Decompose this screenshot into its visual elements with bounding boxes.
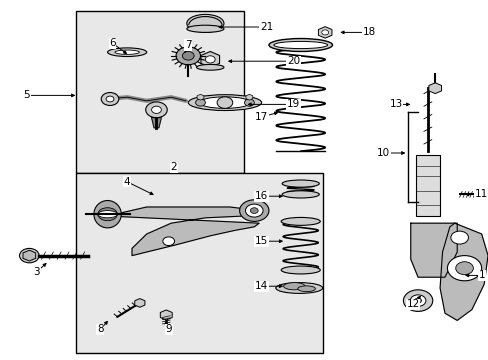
Text: 16: 16 — [254, 191, 268, 201]
Polygon shape — [201, 51, 219, 67]
Text: 4: 4 — [123, 177, 130, 187]
Circle shape — [176, 47, 200, 65]
Circle shape — [217, 97, 232, 108]
Bar — [415, 155, 439, 216]
Circle shape — [450, 231, 468, 244]
Text: 6: 6 — [109, 38, 116, 48]
Ellipse shape — [283, 283, 305, 290]
Circle shape — [447, 256, 481, 281]
Circle shape — [239, 200, 268, 221]
Polygon shape — [160, 310, 172, 320]
Circle shape — [455, 262, 472, 275]
Circle shape — [151, 106, 161, 113]
Circle shape — [403, 290, 432, 311]
Ellipse shape — [282, 191, 319, 198]
Polygon shape — [410, 223, 456, 277]
Ellipse shape — [281, 217, 320, 225]
Circle shape — [414, 298, 421, 303]
Circle shape — [163, 237, 174, 246]
Polygon shape — [476, 190, 486, 199]
Ellipse shape — [281, 266, 320, 274]
Text: 15: 15 — [254, 236, 268, 246]
Bar — [76, 173, 322, 353]
Circle shape — [409, 295, 425, 306]
Ellipse shape — [275, 283, 322, 293]
Ellipse shape — [199, 97, 250, 108]
Circle shape — [244, 99, 254, 106]
Text: 7: 7 — [184, 40, 191, 50]
Circle shape — [250, 208, 258, 213]
Circle shape — [205, 56, 215, 63]
Circle shape — [245, 204, 263, 217]
Text: 11: 11 — [474, 189, 488, 199]
Text: 3: 3 — [33, 267, 40, 277]
Ellipse shape — [268, 39, 332, 51]
Circle shape — [182, 51, 194, 60]
Text: 12: 12 — [406, 299, 419, 309]
Text: 10: 10 — [377, 148, 389, 158]
Ellipse shape — [107, 48, 146, 57]
Text: 14: 14 — [254, 281, 268, 291]
Text: 13: 13 — [388, 99, 402, 109]
Polygon shape — [439, 223, 487, 320]
Text: 9: 9 — [165, 324, 172, 334]
Text: 17: 17 — [254, 112, 268, 122]
Circle shape — [321, 30, 328, 35]
Ellipse shape — [186, 14, 224, 32]
Polygon shape — [23, 250, 36, 261]
Polygon shape — [151, 118, 161, 128]
Text: 1: 1 — [477, 270, 484, 280]
Ellipse shape — [273, 41, 327, 49]
Circle shape — [195, 99, 205, 106]
Polygon shape — [107, 207, 259, 256]
Circle shape — [106, 96, 114, 102]
Text: 5: 5 — [23, 90, 30, 100]
Circle shape — [101, 93, 119, 105]
Ellipse shape — [282, 180, 319, 187]
Polygon shape — [318, 27, 331, 38]
Circle shape — [145, 102, 167, 118]
Ellipse shape — [98, 211, 117, 218]
Text: 21: 21 — [259, 22, 273, 32]
Ellipse shape — [98, 208, 117, 221]
Ellipse shape — [186, 25, 224, 32]
Text: 2: 2 — [170, 162, 177, 172]
Ellipse shape — [188, 95, 261, 111]
Ellipse shape — [196, 64, 224, 70]
Polygon shape — [135, 298, 144, 307]
Ellipse shape — [115, 50, 139, 54]
Text: 18: 18 — [362, 27, 375, 37]
Text: 19: 19 — [286, 99, 300, 109]
Circle shape — [20, 248, 39, 263]
Polygon shape — [197, 94, 203, 100]
Polygon shape — [428, 83, 441, 94]
Text: 20: 20 — [286, 56, 299, 66]
Polygon shape — [245, 94, 252, 100]
Text: 8: 8 — [97, 324, 103, 334]
Bar — [76, 11, 244, 173]
Ellipse shape — [297, 286, 315, 292]
Ellipse shape — [94, 201, 121, 228]
